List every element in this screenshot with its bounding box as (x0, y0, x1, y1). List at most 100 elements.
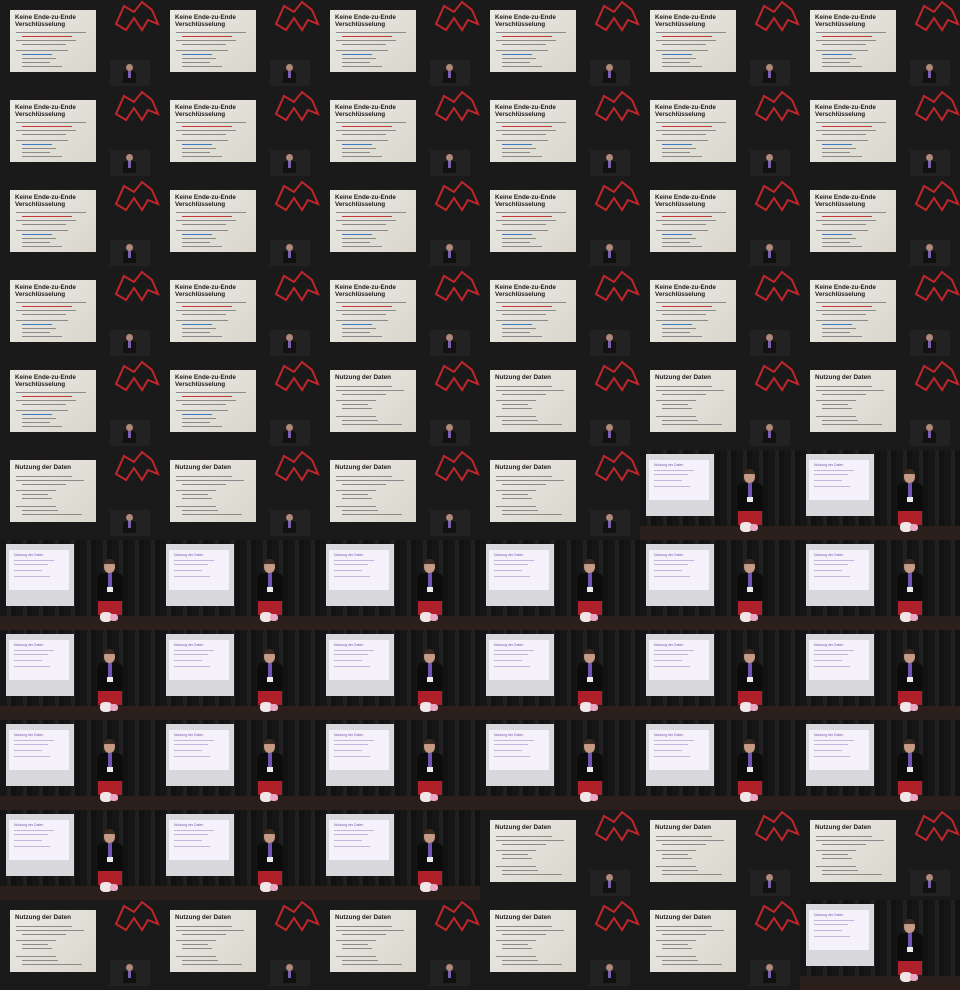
frame-slide-nutzung: Nutzung der Daten (800, 810, 960, 900)
frame-slide-e2e: Keine Ende-zu-Ende Verschlüsselung (320, 90, 480, 180)
stage-table (320, 886, 480, 900)
stage-table (160, 796, 320, 810)
slide-paper: Nutzung der Daten (650, 370, 736, 432)
projected-slide: Nutzung der Daten (649, 640, 709, 680)
speaker (92, 739, 128, 810)
chaos-logo-icon (272, 180, 320, 220)
plush-toy (580, 612, 592, 622)
frame-camera-speaker: Nutzung der Daten (640, 720, 800, 810)
plush-toy (270, 884, 278, 891)
frame-slide-nutzung: Nutzung der Daten (640, 900, 800, 990)
speaker-inset (270, 330, 310, 356)
frame-slide-e2e: Keine Ende-zu-Ende Verschlüsselung (0, 270, 160, 360)
projection-screen: Nutzung der Daten (806, 634, 874, 696)
frame-slide-e2e: Keine Ende-zu-Ende Verschlüsselung (0, 90, 160, 180)
chaos-logo-icon (272, 360, 320, 400)
plush-toy (100, 792, 112, 802)
projected-title: Nutzung der Daten (334, 643, 364, 647)
chaos-logo-icon (432, 360, 480, 400)
projected-slide: Nutzung der Daten (329, 820, 389, 860)
chaos-logo-icon (912, 270, 960, 310)
speaker-inset (270, 420, 310, 446)
projected-title: Nutzung der Daten (814, 733, 844, 737)
projection-screen: Nutzung der Daten (646, 724, 714, 786)
projection-screen: Nutzung der Daten (646, 454, 714, 516)
plush-toy (740, 612, 752, 622)
frame-slide-e2e: Keine Ende-zu-Ende Verschlüsselung (160, 90, 320, 180)
projection-screen: Nutzung der Daten (806, 544, 874, 606)
stage-table (640, 796, 800, 810)
speaker-inset (110, 330, 150, 356)
speaker (732, 649, 768, 720)
slide-title: Nutzung der Daten (495, 824, 551, 831)
speaker (892, 919, 928, 990)
chaos-logo-icon (912, 90, 960, 130)
speaker-inset (270, 510, 310, 536)
speaker-inset (750, 60, 790, 86)
frame-camera-speaker: Nutzung der Daten (640, 630, 800, 720)
projected-slide: Nutzung der Daten (329, 640, 389, 680)
frame-camera-speaker: Nutzung der Daten (160, 810, 320, 900)
plush-toy (740, 522, 752, 532)
slide-paper: Keine Ende-zu-Ende Verschlüsselung (170, 190, 256, 252)
speaker-inset (430, 330, 470, 356)
speaker-inset (750, 240, 790, 266)
slide-paper: Nutzung der Daten (10, 910, 96, 972)
chaos-logo-icon (592, 180, 640, 220)
projection-screen: Nutzung der Daten (166, 814, 234, 876)
plush-toy (110, 884, 118, 891)
frame-slide-nutzung: Nutzung der Daten (0, 900, 160, 990)
speaker-inset (110, 150, 150, 176)
plush-toy (590, 614, 598, 621)
frame-camera-speaker: Nutzung der Daten (800, 720, 960, 810)
speaker-inset (750, 420, 790, 446)
frame-camera-speaker: Nutzung der Daten (320, 810, 480, 900)
chaos-logo-icon (272, 270, 320, 310)
speaker (252, 649, 288, 720)
speaker-inset (110, 240, 150, 266)
stage-table (800, 796, 960, 810)
speaker-inset (110, 420, 150, 446)
projected-title: Nutzung der Daten (814, 643, 844, 647)
projected-slide: Nutzung der Daten (649, 460, 709, 500)
plush-toy (110, 704, 118, 711)
projected-title: Nutzung der Daten (334, 733, 364, 737)
speaker-inset (750, 870, 790, 896)
projection-screen: Nutzung der Daten (646, 544, 714, 606)
projected-title: Nutzung der Daten (814, 463, 844, 467)
frame-camera-speaker: Nutzung der Daten (0, 630, 160, 720)
frame-camera-speaker: Nutzung der Daten (320, 540, 480, 630)
slide-paper: Nutzung der Daten (170, 460, 256, 522)
plush-toy (100, 882, 112, 892)
slide-title: Keine Ende-zu-Ende Verschlüsselung (175, 284, 236, 298)
frame-camera-speaker: Nutzung der Daten (160, 630, 320, 720)
projected-slide: Nutzung der Daten (169, 820, 229, 860)
stage-table (800, 976, 960, 990)
speaker-inset (910, 60, 950, 86)
chaos-logo-icon (752, 810, 800, 850)
plush-toy (740, 792, 752, 802)
slide-title: Keine Ende-zu-Ende Verschlüsselung (655, 284, 716, 298)
plush-toy (750, 704, 758, 711)
plush-toy (260, 702, 272, 712)
slide-paper: Keine Ende-zu-Ende Verschlüsselung (810, 100, 896, 162)
speaker (732, 739, 768, 810)
plush-toy (900, 522, 912, 532)
plush-toy (420, 882, 432, 892)
stage-table (0, 706, 160, 720)
stage-table (160, 886, 320, 900)
plush-toy (100, 702, 112, 712)
speaker (252, 559, 288, 630)
stage-table (0, 616, 160, 630)
frame-slide-e2e: Keine Ende-zu-Ende Verschlüsselung (800, 180, 960, 270)
projection-screen: Nutzung der Daten (646, 634, 714, 696)
projection-screen: Nutzung der Daten (806, 904, 874, 966)
frame-slide-e2e: Keine Ende-zu-Ende Verschlüsselung (640, 0, 800, 90)
frame-slide-e2e: Keine Ende-zu-Ende Verschlüsselung (160, 180, 320, 270)
slide-paper: Keine Ende-zu-Ende Verschlüsselung (650, 190, 736, 252)
speaker (572, 649, 608, 720)
plush-toy (590, 794, 598, 801)
stage-table (800, 526, 960, 540)
speaker-inset (430, 240, 470, 266)
